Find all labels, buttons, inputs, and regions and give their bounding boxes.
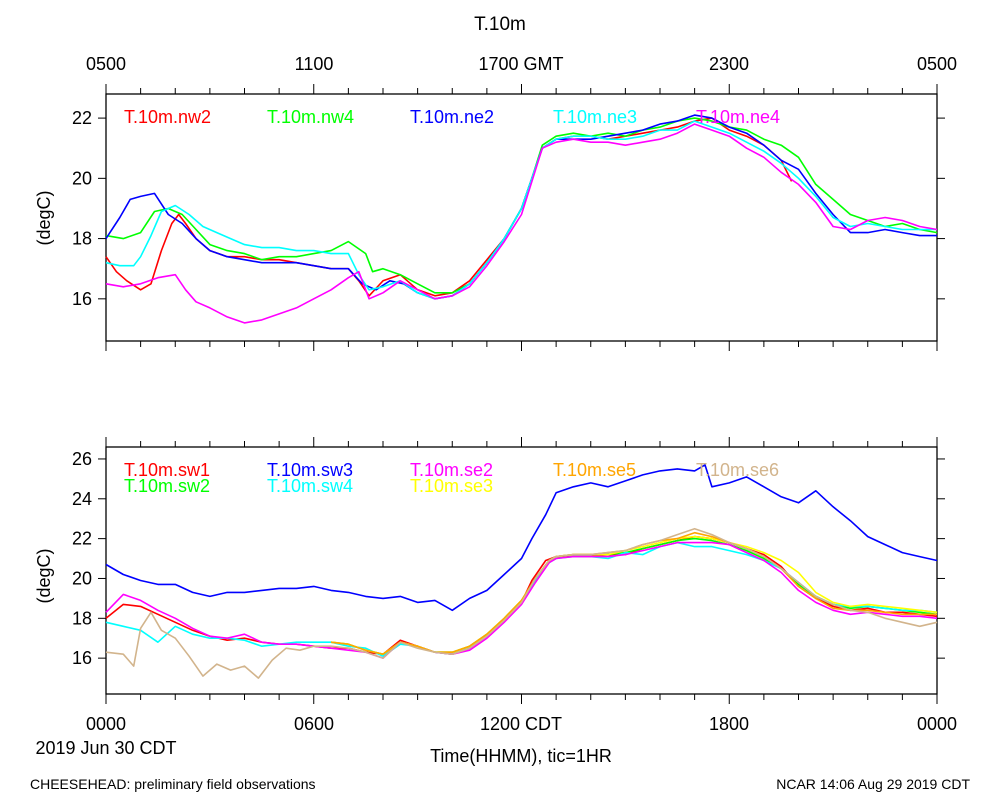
bottom-panel-series [105,464,938,679]
bottom-y-tick-label: 20 [72,568,92,588]
top-tick-label: 0500 [917,54,957,74]
series-line-t-10m-nw2 [105,117,793,297]
bottom-tick-label: 1800 [709,714,749,734]
top-y-tick-label: 20 [72,168,92,188]
legend-se2: T.10m.se2 [410,460,493,480]
series-line-t-10m-nw4 [105,117,938,294]
legend-ne3: T.10m.ne3 [553,107,637,127]
bottom-panel-ylabel: (degC) [34,548,54,603]
date-label: 2019 Jun 30 CDT [35,738,176,758]
bottom-time-axis-labels: 0000 0600 1200 CDT 1800 0000 [86,714,957,734]
footer-right: NCAR 14:06 Aug 29 2019 CDT [776,776,970,792]
top-panel: 16 18 20 22 T.10m.nw2 T.10m.nw4 T.10m.ne2 T… [34,84,945,351]
bottom-y-tick-label: 24 [72,489,92,509]
figure-title: T.10m [474,14,526,35]
legend-sw4: T.10m.sw4 [267,476,353,496]
bottom-tick-label: 0000 [86,714,126,734]
x-axis-label: Time(HHMM), tic=1HR [430,746,612,766]
bottom-y-tick-label: 16 [72,648,92,668]
bottom-y-tick-label: 22 [72,529,92,549]
legend-sw1: T.10m.sw1 [124,460,210,480]
legend-nw2: T.10m.nw2 [124,107,211,127]
top-y-tick-label: 22 [72,108,92,128]
top-panel-y-ticks: 16 18 20 22 [72,108,945,309]
bottom-panel-y-ticks: 16 18 20 22 24 26 [72,449,945,668]
top-tick-label: 1100 [295,54,334,74]
top-panel-legend: T.10m.nw2 T.10m.nw4 T.10m.ne2 T.10m.ne3 … [124,107,780,127]
top-tick-label: 1700 GMT [478,54,563,74]
series-line-t-10m-sw3 [105,464,938,612]
legend-se6: T.10m.se6 [696,460,779,480]
top-panel-ylabel: (degC) [34,190,54,245]
top-panel-frame [105,93,938,342]
top-time-axis-labels: 0500 1100 1700 GMT 2300 0500 [86,54,957,74]
bottom-y-tick-label: 26 [72,449,92,469]
top-panel-series [105,114,938,324]
bottom-panel-legend: T.10m.sw1 T.10m.sw2 T.10m.sw3 T.10m.sw4 … [124,460,779,496]
top-panel-x-ticks [105,84,938,351]
bottom-panel: 16 18 20 22 24 26 T.10m.sw1 T.10m.sw2 T.10m.s… [34,437,945,704]
legend-ne2: T.10m.ne2 [410,107,494,127]
series-line-t-10m-sw2 [331,537,938,656]
series-line-t-10m-se2 [105,541,938,659]
footer-left: CHEESEHEAD: preliminary field observatio… [30,776,316,792]
top-y-tick-label: 16 [72,289,92,309]
legend-ne4: T.10m.ne4 [696,107,780,127]
bottom-tick-label: 1200 CDT [480,714,562,734]
legend-nw4: T.10m.nw4 [267,107,354,127]
legend-se3: T.10m.se3 [410,476,493,496]
legend-se5: T.10m.se5 [553,460,636,480]
bottom-tick-label: 0000 [917,714,957,734]
bottom-tick-label: 0600 [294,714,334,734]
top-y-tick-label: 18 [72,229,92,249]
legend-sw2: T.10m.sw2 [124,476,210,496]
bottom-y-tick-label: 18 [72,608,92,628]
series-line-t-10m-ne4 [105,123,938,324]
top-tick-label: 2300 [709,54,749,74]
series-line-t-10m-se6 [105,527,938,679]
legend-sw3: T.10m.sw3 [267,460,353,480]
bottom-panel-frame [105,446,938,695]
series-line-t-10m-ne3 [105,120,937,300]
top-tick-label: 0500 [86,54,126,74]
bottom-panel-x-ticks [105,437,938,704]
